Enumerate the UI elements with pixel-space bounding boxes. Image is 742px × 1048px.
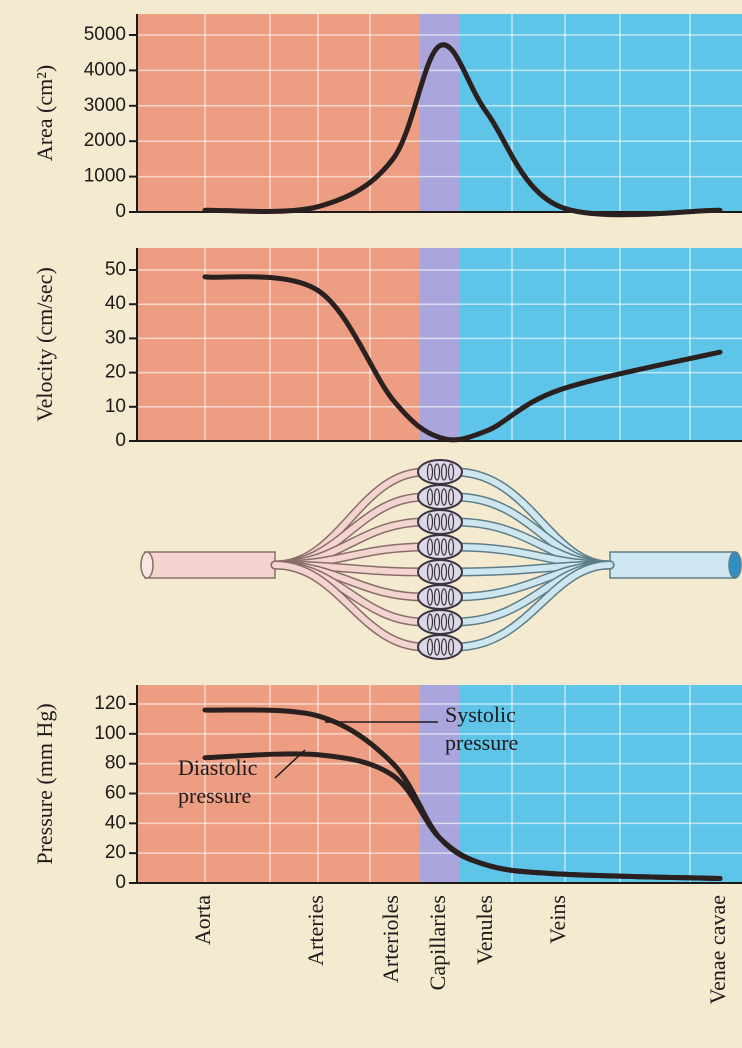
- x-tick-label: Venules: [472, 895, 497, 965]
- annotation: Systolic pressure: [445, 702, 518, 755]
- aorta-end: [140, 551, 154, 579]
- capillary-cell: [426, 538, 434, 556]
- capillary-cell: [447, 613, 455, 631]
- capillary-cell: [440, 488, 448, 506]
- y-tick-label: 0: [115, 872, 126, 893]
- venous-region: [460, 248, 742, 441]
- capillary-cell: [447, 588, 455, 606]
- venous-region: [460, 685, 742, 883]
- y-tick-label: 80: [105, 753, 126, 774]
- capillary-cell: [426, 638, 434, 656]
- vena-tube: [609, 551, 736, 579]
- capillary-cell: [433, 588, 441, 606]
- x-tick-label: Veins: [545, 895, 570, 944]
- capillary-cell: [447, 513, 455, 531]
- data-line: [202, 751, 723, 882]
- capillary-cell: [433, 513, 441, 531]
- capillary-cell: [433, 538, 441, 556]
- y-tick-label: 10: [105, 396, 126, 417]
- annotation-line: pressure: [178, 783, 251, 808]
- data-line: [202, 274, 723, 443]
- y-tick-label: 60: [105, 783, 126, 804]
- y-tick-label: 0: [115, 430, 126, 451]
- y-tick-label: 50: [105, 259, 126, 280]
- arterial-region: [137, 685, 420, 883]
- capillary-cell: [433, 463, 441, 481]
- annotation: Diastolic pressure: [178, 755, 258, 808]
- capillary-cell: [440, 463, 448, 481]
- capillary-cell: [440, 563, 448, 581]
- y-tick-label: 40: [105, 293, 126, 314]
- capillary-cell: [426, 563, 434, 581]
- y-tick-label: 1000: [84, 166, 126, 187]
- capillary-cell: [426, 463, 434, 481]
- capillary-cell: [433, 488, 441, 506]
- capillary-cell: [426, 488, 434, 506]
- x-tick-label: Arteries: [303, 895, 328, 966]
- capillary-cell: [447, 638, 455, 656]
- annotation-line: Systolic: [445, 702, 516, 727]
- capillary-cell: [440, 638, 448, 656]
- annotation-line: pressure: [445, 730, 518, 755]
- y-tick-label: 40: [105, 812, 126, 833]
- x-tick-label: Venae cavae: [705, 895, 730, 1004]
- y-axis-label: Pressure (mm Hg): [32, 703, 57, 864]
- y-tick-label: 2000: [84, 130, 126, 151]
- capillary-cell: [426, 513, 434, 531]
- annotation-line: Diastolic: [178, 755, 258, 780]
- capillary-cell: [433, 638, 441, 656]
- y-tick-label: 20: [105, 842, 126, 863]
- artery-branch-fill: [272, 562, 428, 650]
- capillary-cell: [433, 613, 441, 631]
- capillary-cell: [440, 513, 448, 531]
- y-tick-label: 5000: [84, 24, 126, 45]
- capillary-cell: [447, 488, 455, 506]
- x-tick-label: Arterioles: [378, 895, 403, 983]
- x-tick-label: Aorta: [190, 895, 215, 945]
- capillary-cell: [447, 538, 455, 556]
- capillary-cell: [440, 538, 448, 556]
- capillary-cell: [447, 563, 455, 581]
- capillary-region: [420, 248, 460, 441]
- y-tick-label: 3000: [84, 95, 126, 116]
- capillary-cell: [440, 588, 448, 606]
- capillary-cell: [440, 613, 448, 631]
- y-tick-label: 100: [94, 723, 126, 744]
- capillary-cell: [447, 463, 455, 481]
- venous-region: [460, 14, 742, 212]
- vena-end: [728, 551, 742, 579]
- y-axis-label: Area (cm²): [32, 65, 57, 161]
- arterial-region: [137, 14, 420, 212]
- annotation-leader: [274, 749, 306, 779]
- y-tick-label: 120: [94, 693, 126, 714]
- y-tick-label: 30: [105, 327, 126, 348]
- data-line: [202, 42, 723, 218]
- y-tick-label: 4000: [84, 59, 126, 80]
- aorta-tube: [144, 551, 276, 579]
- capillary-cell: [426, 613, 434, 631]
- vein-branch: [450, 560, 615, 652]
- y-tick-label: 20: [105, 362, 126, 383]
- capillary-cell: [426, 588, 434, 606]
- capillary-cell: [433, 563, 441, 581]
- y-axis-label: Velocity (cm/sec): [32, 267, 57, 422]
- y-tick-label: 0: [115, 201, 126, 222]
- x-tick-label: Capillaries: [425, 895, 450, 990]
- vein-branch-fill: [452, 562, 613, 650]
